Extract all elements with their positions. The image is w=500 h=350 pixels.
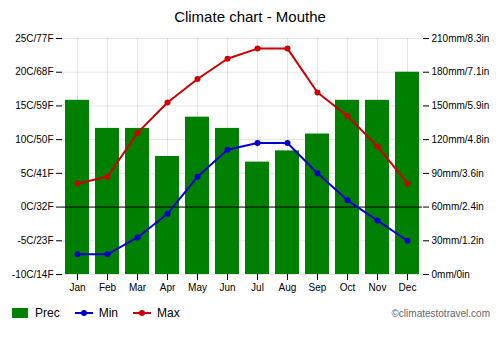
svg-text:20C/68F: 20C/68F xyxy=(15,66,53,77)
svg-text:30mm/1.2in: 30mm/1.2in xyxy=(432,235,484,246)
svg-text:210mm/8.3in: 210mm/8.3in xyxy=(432,33,490,44)
svg-text:5C/41F: 5C/41F xyxy=(21,168,54,179)
svg-text:Jun: Jun xyxy=(219,282,235,293)
svg-text:-5C/23F: -5C/23F xyxy=(17,235,53,246)
svg-text:10C/50F: 10C/50F xyxy=(15,134,53,145)
svg-text:Sep: Sep xyxy=(309,282,327,293)
html-text:Climate chart - Mouthe: Climate chart - Mouthe xyxy=(174,8,326,25)
html-text:©climatestotravel.com: ©climatestotravel.com xyxy=(391,307,490,319)
svg-text:0C/32F: 0C/32F xyxy=(21,201,54,212)
svg-text:Jul: Jul xyxy=(251,282,264,293)
html-text:Min: Min xyxy=(98,306,118,320)
svg-text:Dec: Dec xyxy=(399,282,417,293)
svg-text:25C/77F: 25C/77F xyxy=(15,33,53,44)
svg-text:180mm/7.1in: 180mm/7.1in xyxy=(432,66,490,77)
svg-text:120mm/4.8in: 120mm/4.8in xyxy=(432,134,490,145)
svg-text:Aug: Aug xyxy=(279,282,297,293)
svg-text:Nov: Nov xyxy=(369,282,387,293)
svg-text:150mm/5.9in: 150mm/5.9in xyxy=(432,100,490,111)
html-text:Prec: Prec xyxy=(35,306,60,320)
svg-text:Jan: Jan xyxy=(69,282,85,293)
svg-text:-10C/14F: -10C/14F xyxy=(12,269,54,280)
svg-text:Apr: Apr xyxy=(160,282,176,293)
svg-text:Oct: Oct xyxy=(340,282,356,293)
html-text:Max: Max xyxy=(157,306,180,320)
svg-text:May: May xyxy=(188,282,207,293)
svg-text:Mar: Mar xyxy=(129,282,147,293)
svg-text:15C/59F: 15C/59F xyxy=(15,100,53,111)
svg-text:0mm/0in: 0mm/0in xyxy=(432,269,470,280)
svg-text:90mm/3.6in: 90mm/3.6in xyxy=(432,168,484,179)
svg-text:60mm/2.4in: 60mm/2.4in xyxy=(432,201,484,212)
svg-text:Feb: Feb xyxy=(99,282,117,293)
